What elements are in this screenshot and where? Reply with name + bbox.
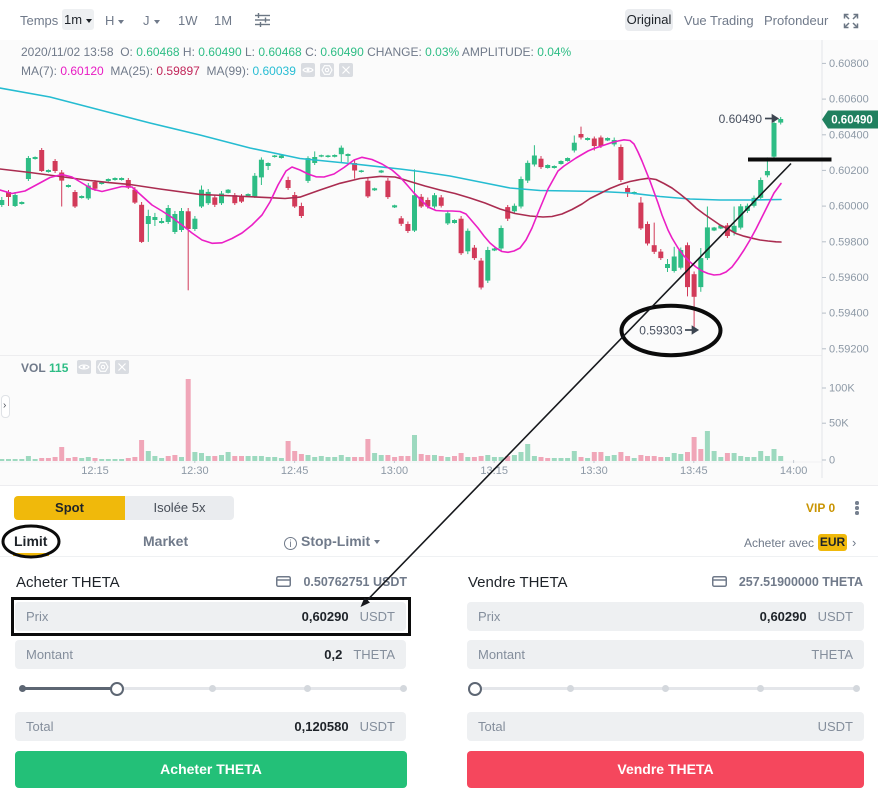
svg-text:13:00: 13:00 — [381, 465, 409, 477]
svg-text:100K: 100K — [829, 383, 855, 395]
svg-text:0.59303: 0.59303 — [639, 324, 683, 338]
svg-text:0.59600: 0.59600 — [829, 272, 869, 284]
svg-text:0.60400: 0.60400 — [829, 129, 869, 141]
svg-text:50K: 50K — [829, 418, 849, 430]
svg-text:0.60490: 0.60490 — [719, 112, 763, 126]
svg-text:12:30: 12:30 — [181, 465, 209, 477]
svg-text:0: 0 — [829, 455, 835, 467]
svg-text:0.60000: 0.60000 — [829, 201, 869, 213]
svg-text:0.60200: 0.60200 — [829, 165, 869, 177]
svg-text:0.60490: 0.60490 — [831, 115, 873, 127]
svg-text:0.59800: 0.59800 — [829, 236, 869, 248]
svg-text:12:15: 12:15 — [81, 465, 109, 477]
svg-text:12:45: 12:45 — [281, 465, 309, 477]
svg-text:13:15: 13:15 — [480, 465, 508, 477]
svg-text:0.60600: 0.60600 — [829, 94, 869, 106]
svg-text:13:45: 13:45 — [680, 465, 708, 477]
svg-text:0.60800: 0.60800 — [829, 58, 869, 70]
svg-text:0.59200: 0.59200 — [829, 343, 869, 355]
svg-text:13:30: 13:30 — [580, 465, 608, 477]
svg-text:14:00: 14:00 — [780, 465, 808, 477]
svg-text:0.59400: 0.59400 — [829, 308, 869, 320]
